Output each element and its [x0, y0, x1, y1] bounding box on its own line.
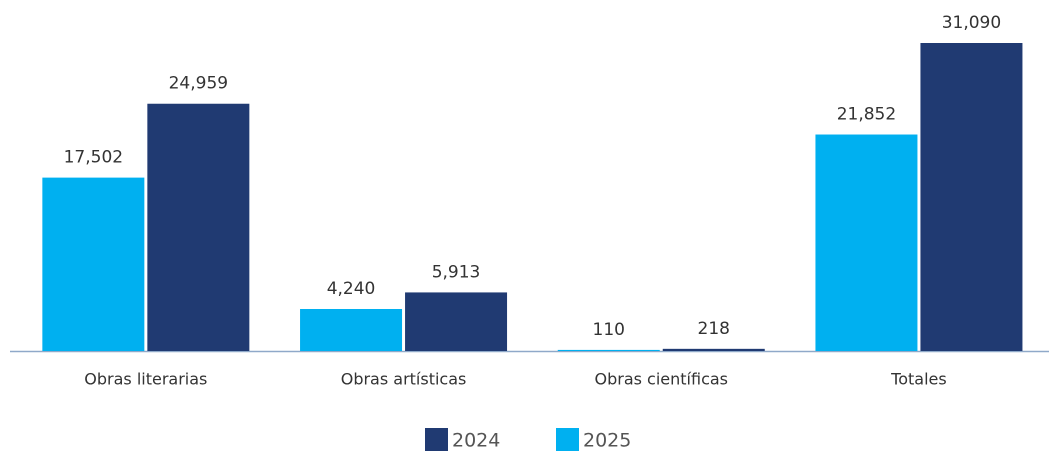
bar [42, 177, 145, 351]
bar [662, 348, 765, 351]
bar [815, 134, 918, 351]
bar [147, 103, 250, 351]
legend-swatch [425, 428, 448, 451]
value-label: 24,959 [169, 74, 228, 94]
legend-label: 2024 [452, 430, 500, 452]
value-label: 21,852 [837, 105, 896, 125]
x-tick-label: Obras científicas [594, 370, 728, 389]
value-label: 17,502 [64, 148, 123, 168]
value-label: 218 [698, 319, 730, 339]
legend-swatch [556, 428, 579, 451]
value-label: 110 [593, 320, 625, 340]
x-tick-label: Obras literarias [84, 370, 207, 389]
value-label: 4,240 [327, 279, 376, 299]
x-tick-label: Obras artísticas [341, 370, 467, 389]
x-tick-label: Totales [890, 370, 947, 389]
value-label: 5,913 [432, 262, 481, 282]
bar [920, 43, 1023, 351]
value-label: 31,090 [942, 13, 1001, 33]
bar [300, 308, 403, 351]
bar [557, 349, 660, 351]
legend-label: 2025 [583, 430, 631, 452]
bar [405, 292, 508, 351]
